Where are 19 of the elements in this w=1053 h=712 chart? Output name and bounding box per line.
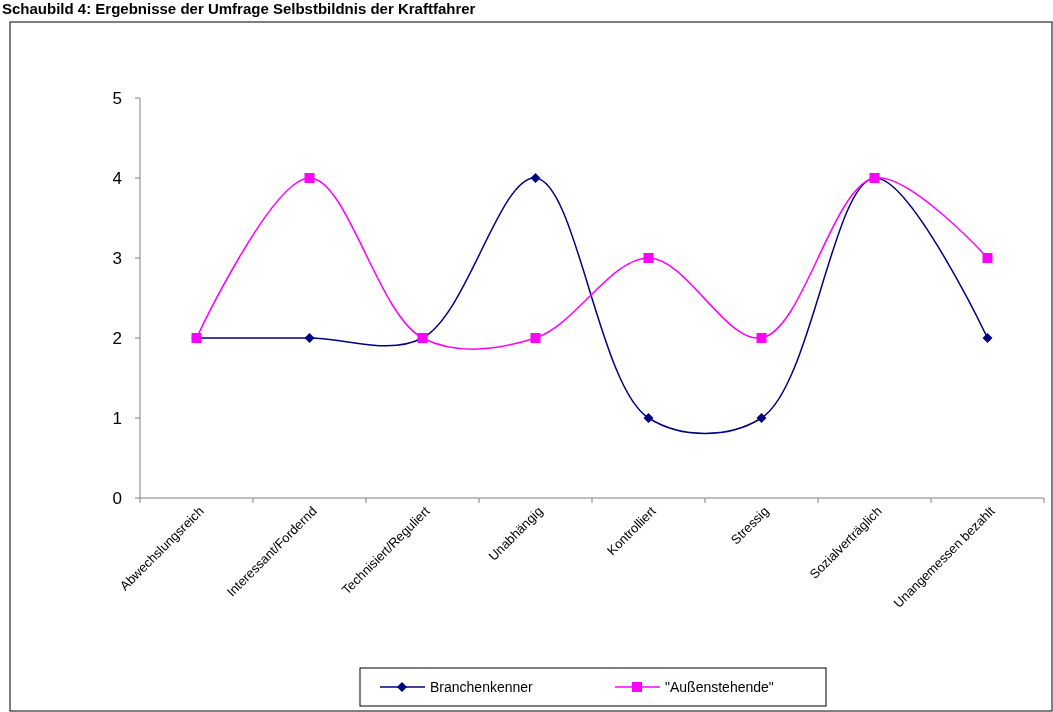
point: [530, 333, 541, 343]
y-tick-label: 4: [112, 168, 122, 188]
point: [756, 413, 767, 423]
point: [982, 333, 993, 343]
point: [756, 333, 767, 343]
y-tick-label: 3: [112, 248, 122, 268]
point: [982, 253, 993, 263]
y-tick-label: 2: [112, 328, 122, 348]
point: [304, 173, 315, 183]
y-tick-label: 1: [112, 408, 122, 428]
chart-title: Schaubild 4: Ergebnisse der Umfrage Selbstbildnis der Kraftfahrer: [2, 0, 476, 17]
point: [530, 173, 541, 183]
y-tick-label: 0: [112, 488, 122, 508]
y-tick-label: 5: [112, 88, 122, 108]
point: [643, 253, 654, 263]
legend-label: Branchenkenner: [430, 678, 534, 695]
legend-label: "Außenstehende": [665, 678, 774, 695]
point: [643, 413, 654, 423]
point: [304, 333, 315, 343]
